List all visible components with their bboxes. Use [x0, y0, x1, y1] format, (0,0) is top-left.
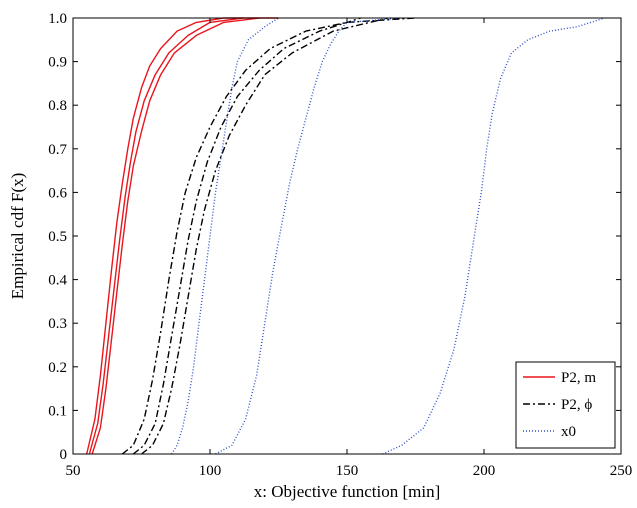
tick-labels: 50 100 150 200 250 0 0.1 0.2 0.3 0.4 0.5 0.6 0.7 0.8 0…: [48, 11, 632, 479]
legend-label-x0: x0: [561, 424, 576, 440]
y-tick-label: 0.5: [48, 229, 67, 245]
x-axis-label: x: Objective function [min]: [254, 482, 440, 501]
y-tick-label: 0.1: [48, 403, 67, 419]
y-tick-label: 0.6: [48, 185, 67, 201]
series-line-4: [121, 17, 416, 455]
legend-label-p2-m: P2, m: [561, 370, 596, 386]
series-layer: [86, 17, 605, 455]
y-tick-label: 0.9: [48, 55, 67, 71]
y-tick-label: 0.2: [48, 360, 67, 376]
series-line-2: [88, 17, 243, 455]
y-tick-label: 0: [60, 447, 68, 463]
series-line-6: [141, 17, 389, 455]
series-line-7: [171, 17, 279, 455]
x-tick-label: 250: [610, 463, 633, 479]
y-axis-label: Empirical cdf F(x): [8, 173, 27, 300]
y-tick-label: 0.8: [48, 98, 67, 114]
y-tick-label: 0.3: [48, 316, 67, 332]
series-line-8: [215, 17, 402, 455]
ticks-layer: [72, 17, 622, 455]
series-line-5: [132, 17, 361, 455]
x-tick-label: 200: [473, 463, 496, 479]
x-tick-label: 50: [66, 463, 81, 479]
y-tick-label: 0.4: [48, 273, 67, 289]
y-tick-label: 0.7: [48, 142, 67, 158]
x-tick-label: 100: [199, 463, 222, 479]
legend: P2, m P2, ϕ x0: [515, 361, 616, 449]
series-line-9: [382, 17, 605, 455]
series-line-3: [91, 17, 260, 455]
legend-label-p2-phi: P2, ϕ: [561, 397, 592, 413]
series-line-1: [86, 17, 279, 455]
y-tick-label: 1.0: [48, 11, 67, 27]
x-tick-label: 150: [336, 463, 359, 479]
